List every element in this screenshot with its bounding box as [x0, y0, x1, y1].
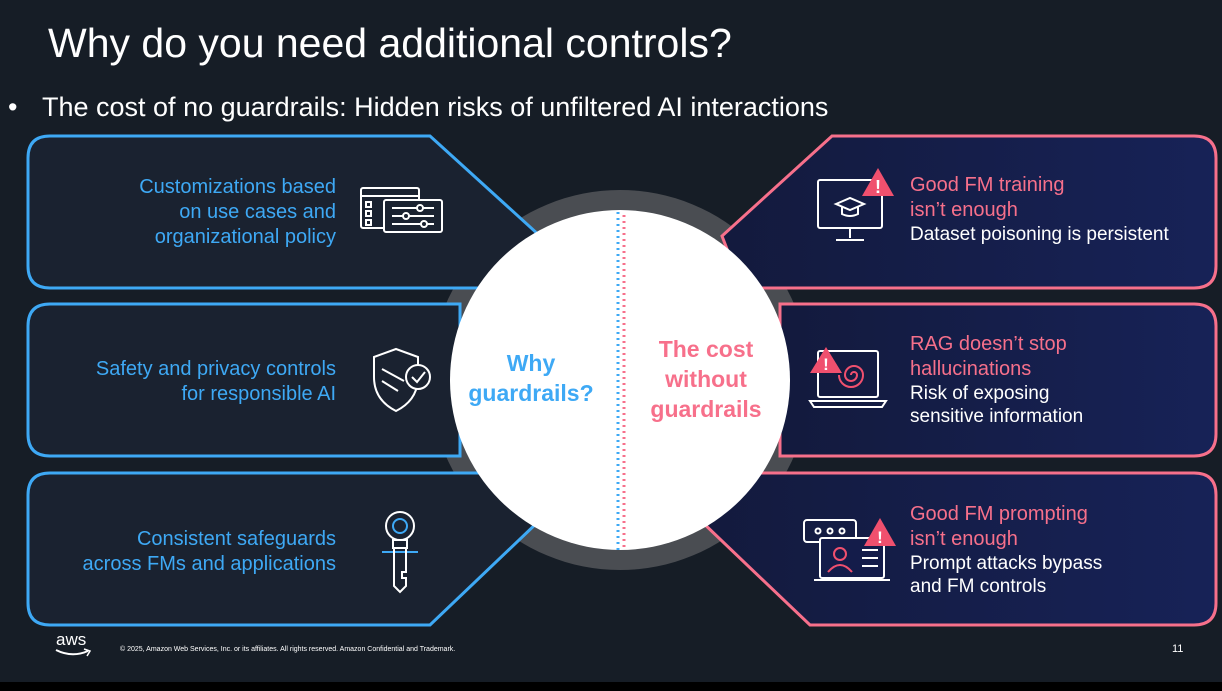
copyright-text: © 2025, Amazon Web Services, Inc. or its…: [120, 646, 456, 653]
center-right-line3: guardrails: [650, 396, 762, 422]
left-item-2-text: Safety and privacy controls for responsi…: [96, 357, 336, 407]
page-number: 11: [1172, 643, 1184, 655]
center-circle: [450, 210, 790, 550]
bottom-bar: [0, 682, 1222, 691]
shield-check-icon: [373, 347, 431, 413]
center-left-label: Why guardrails?: [462, 348, 600, 408]
key-icon: [382, 511, 418, 594]
right-panel-3: [698, 471, 1218, 627]
right-item-2-body2: sensitive information: [910, 406, 1084, 427]
svg-text:!: !: [823, 355, 829, 374]
right-item-2-head2: hallucinations: [910, 358, 1032, 380]
left-item-1-line3: organizational policy: [154, 226, 336, 248]
center-right-line1: The cost: [658, 336, 754, 362]
slide-title: Why do you need additional controls?: [48, 20, 732, 66]
right-item-1-body1: Dataset poisoning is persistent: [910, 224, 1169, 245]
right-item-2-body1: Risk of exposing: [910, 383, 1050, 404]
center-left-line1: Why: [506, 350, 556, 376]
right-item-3-text: Good FM prompting isn’t enough Prompt at…: [910, 502, 1102, 598]
left-item-3-line2: across FMs and applications: [82, 553, 336, 575]
right-item-2-head1: RAG doesn’t stop: [910, 333, 1067, 355]
center-right-label: The cost without guardrails: [636, 334, 776, 424]
aws-smile-icon: [55, 648, 92, 657]
svg-text:!: !: [877, 528, 883, 547]
right-item-3-body2: and FM controls: [910, 576, 1047, 597]
left-item-1-text: Customizations based on use cases and or…: [139, 175, 336, 250]
right-panel-2: [778, 302, 1218, 458]
left-panel-3: [26, 471, 542, 627]
settings-sliders-icon: [360, 187, 443, 233]
right-item-3-body1: Prompt attacks bypass: [910, 553, 1103, 574]
svg-text:!: !: [875, 177, 881, 197]
center-left-line2: guardrails?: [468, 380, 594, 406]
chat-laptop-warning-icon: !: [803, 518, 896, 581]
right-item-2-text: RAG doesn’t stop hallucinations Risk of …: [910, 332, 1083, 428]
right-item-1-text: Good FM training isn’t enough Dataset po…: [910, 173, 1169, 246]
left-panel-2: [26, 302, 462, 458]
right-panel-1: [720, 134, 1218, 290]
laptop-spiral-warning-icon: !: [808, 347, 888, 408]
left-panel-1: [26, 134, 542, 290]
left-item-1-line1: Customizations based: [139, 176, 336, 198]
right-item-1-head2: isn’t enough: [910, 199, 1018, 221]
center-right-line2: without: [665, 366, 747, 392]
right-item-3-head2: isn’t enough: [910, 528, 1018, 550]
bullet-text: The cost of no guardrails: Hidden risks …: [42, 92, 829, 122]
left-item-2-line1: Safety and privacy controls: [95, 358, 336, 380]
bullet-marker: •: [8, 92, 18, 122]
left-item-3-text: Consistent safeguards across FMs and app…: [83, 527, 336, 577]
aws-logo: aws: [55, 630, 92, 657]
right-item-1-head1: Good FM training: [910, 174, 1065, 196]
left-item-3-line1: Consistent safeguards: [136, 528, 336, 550]
right-item-3-head1: Good FM prompting: [910, 503, 1088, 525]
monitor-warning-icon: !: [817, 168, 894, 241]
left-item-2-line2: for responsible AI: [181, 383, 336, 405]
subtitle-bullet: • The cost of no guardrails: Hidden risks…: [8, 92, 828, 123]
left-item-1-line2: on use cases and: [179, 201, 336, 223]
aws-logo-text: aws: [56, 630, 87, 649]
